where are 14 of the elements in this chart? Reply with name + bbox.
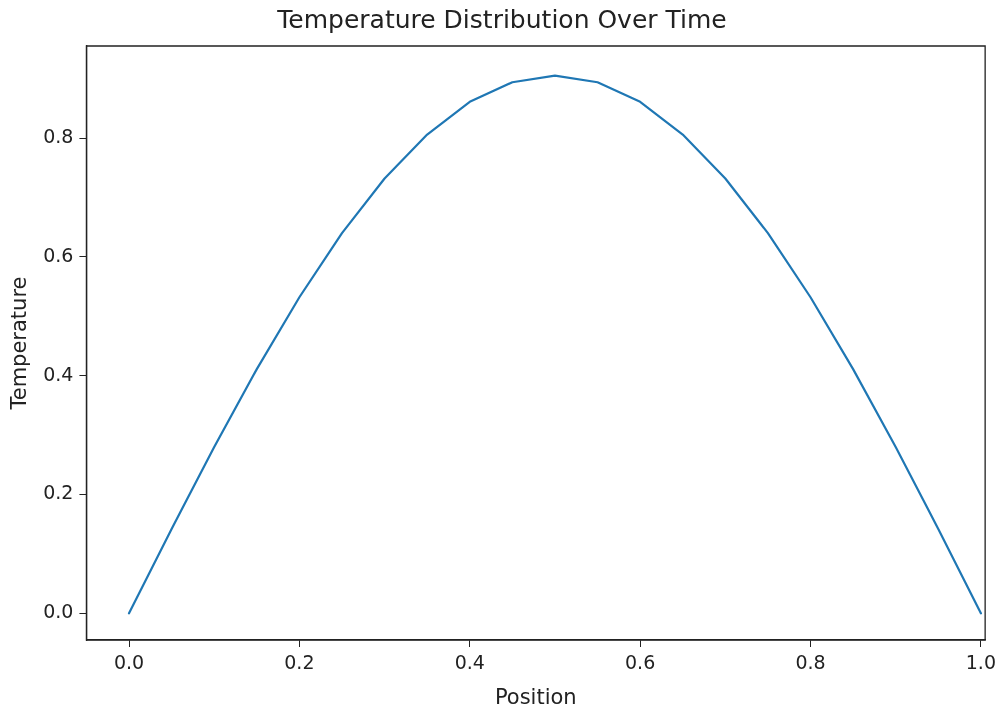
x-tick-label: 0.8 bbox=[795, 651, 826, 674]
x-tick-label: 0.6 bbox=[625, 651, 656, 674]
x-tick-label: 1.0 bbox=[965, 651, 996, 674]
y-tick-label: 0.4 bbox=[43, 362, 74, 385]
y-axis-title: Temperature bbox=[7, 276, 32, 411]
y-tick-label: 0.6 bbox=[43, 243, 74, 266]
chart-title: Temperature Distribution Over Time bbox=[276, 4, 727, 34]
x-tick-label: 0.0 bbox=[113, 651, 145, 674]
y-tick-label: 0.0 bbox=[43, 600, 74, 623]
x-axis-title: Position bbox=[494, 684, 577, 709]
x-tick-label: 0.4 bbox=[454, 651, 485, 674]
x-tick-label: 0.2 bbox=[284, 651, 315, 674]
y-tick-label: 0.8 bbox=[43, 125, 74, 148]
y-tick-label: 0.2 bbox=[43, 481, 74, 504]
